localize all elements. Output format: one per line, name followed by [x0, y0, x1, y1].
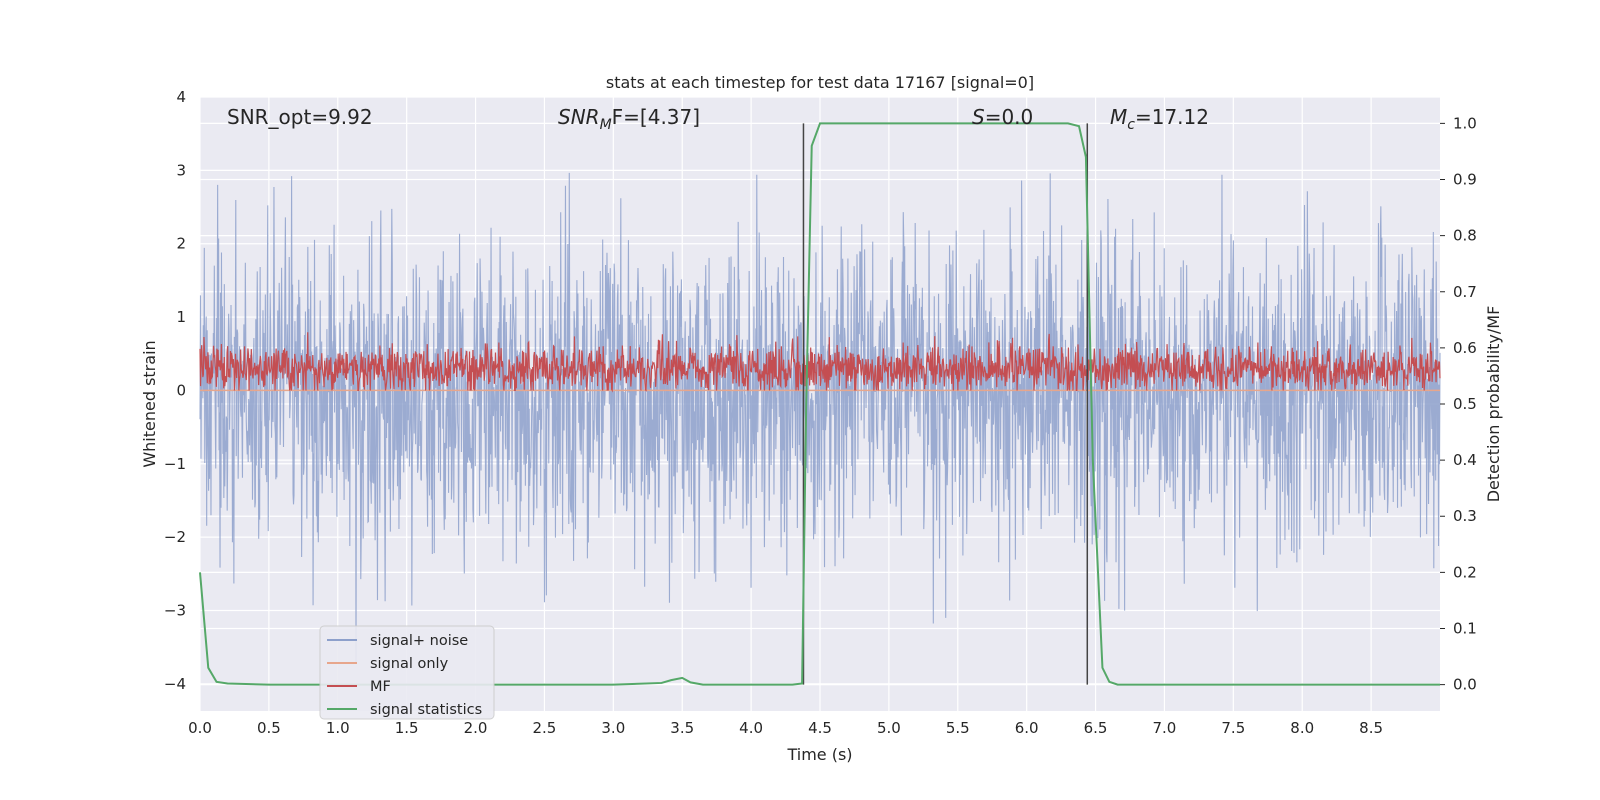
x-tick-label: 1.0: [326, 719, 350, 737]
x-tick-label: 6.0: [1015, 719, 1039, 737]
y-tick-label: −1: [164, 455, 186, 473]
y-tick-label: 3: [176, 161, 186, 179]
y-right-tick-label: 0.4: [1453, 451, 1477, 469]
y-tick-label: −4: [164, 675, 186, 693]
y-right-tick-label: 0.9: [1453, 171, 1477, 189]
x-tick-label: 4.5: [808, 719, 832, 737]
y-tick-label: −2: [164, 528, 186, 546]
y-tick-label: 2: [176, 235, 186, 253]
y-tick-label: 0: [176, 381, 186, 399]
x-tick-label: 0.0: [188, 719, 212, 737]
legend: signal+ noise signal only MF signal stat…: [319, 625, 495, 720]
legend-label-signal-only: signal only: [370, 656, 449, 672]
annotation-s: S=0.0: [972, 105, 1033, 129]
legend-label-mf: MF: [370, 679, 391, 695]
x-tick-label: 5.0: [877, 719, 901, 737]
y-tick-label: −3: [164, 602, 186, 620]
y-right-tick-label: 0.6: [1453, 339, 1477, 357]
y-right-tick-label: 0.1: [1453, 619, 1477, 637]
annotation-mc: Mc=17.12: [1110, 105, 1209, 133]
y-axis-label: Whitened strain: [140, 340, 159, 467]
y-tick-label: 4: [176, 88, 186, 106]
annotation-snr-opt: SNR_opt=9.92: [227, 105, 373, 129]
x-tick-label: 1.5: [395, 719, 419, 737]
annotation-snr-mf: SNRMF=[4.37]: [558, 105, 700, 133]
chart-title: stats at each timestep for test data 171…: [606, 73, 1034, 92]
x-axis-label: Time (s): [786, 745, 852, 764]
series-mf: [199, 332, 1441, 393]
x-tick-label: 2.5: [533, 719, 557, 737]
mc-italic: M: [1110, 105, 1127, 129]
x-tick-label: 0.5: [257, 719, 281, 737]
snr-mf-rest: F=[4.37]: [612, 105, 700, 129]
y-right-tick-label: 0.0: [1453, 676, 1477, 694]
y-axis-label-right: Detection probability/MF: [1484, 306, 1503, 503]
x-tick-label: 5.5: [946, 719, 970, 737]
mc-rest: =17.12: [1135, 105, 1209, 129]
x-tick-label: 8.0: [1290, 719, 1314, 737]
x-tick-label: 4.0: [739, 719, 763, 737]
y-right-tick-label: 0.3: [1453, 507, 1477, 525]
s-rest: =0.0: [985, 105, 1034, 129]
x-tick-label: 3.5: [670, 719, 694, 737]
axes: 0.0 0.5 1.0 1.5 2.0 2.5 3.0 3.5 4.0 4.5 5.0 5.5 6.0 6…: [164, 88, 1477, 737]
x-tick-label: 2.0: [464, 719, 488, 737]
y-right-tick-label: 0.8: [1453, 227, 1477, 245]
snr-mf-sub: M: [600, 117, 612, 133]
legend-label-signal-noise: signal+ noise: [370, 633, 468, 649]
legend-label-signal-statistics: signal statistics: [370, 702, 482, 718]
mc-sub: c: [1127, 117, 1135, 133]
x-tick-label: 7.5: [1221, 719, 1245, 737]
y-right-tick-label: 1.0: [1453, 114, 1477, 132]
x-tick-label: 6.5: [1084, 719, 1108, 737]
y-tick-label: 1: [176, 308, 186, 326]
snr-mf-base: SNR: [558, 105, 600, 129]
y-right-tick-label: 0.5: [1453, 395, 1477, 413]
x-tick-label: 7.0: [1153, 719, 1177, 737]
s-italic: S: [972, 105, 985, 129]
x-tick-label: 3.0: [601, 719, 625, 737]
x-tick-label: 8.5: [1359, 719, 1383, 737]
y-right-tick-label: 0.7: [1453, 283, 1477, 301]
y-right-tick-label: 0.2: [1453, 563, 1477, 581]
legend-box: [319, 625, 495, 720]
